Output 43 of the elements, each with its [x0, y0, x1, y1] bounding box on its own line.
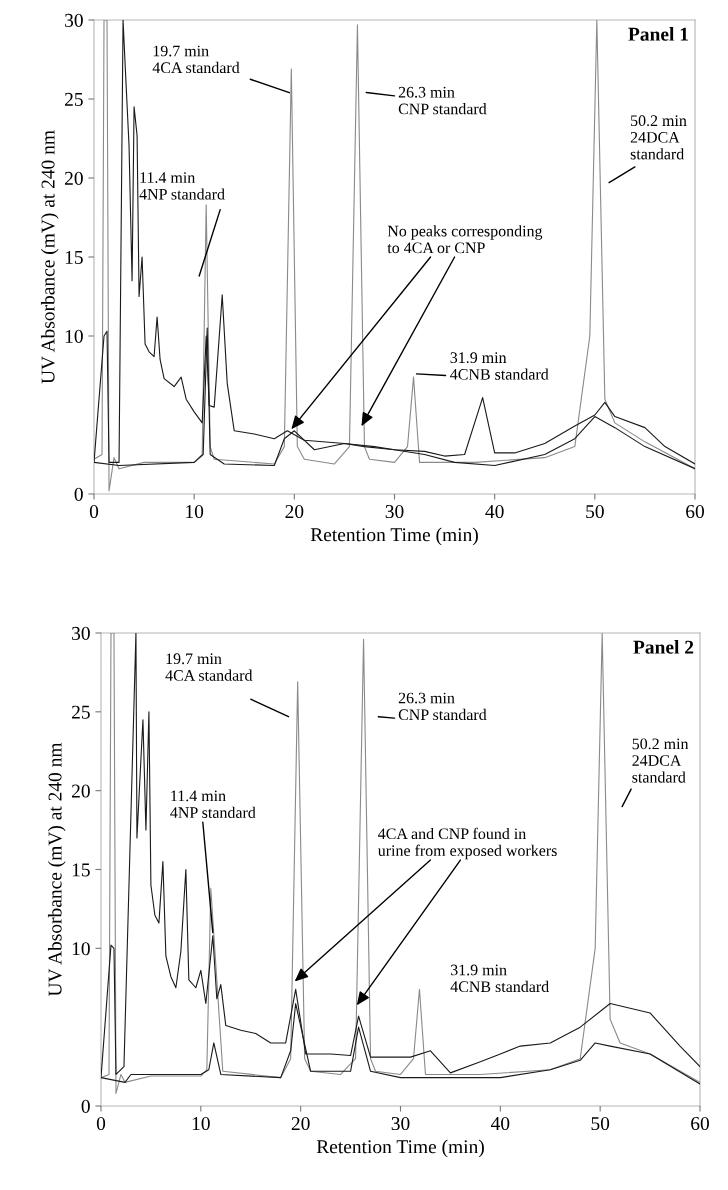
annotation: 19.7 min 4CA standard	[165, 653, 253, 681]
x-axis-title: Retention Time (min)	[316, 1139, 484, 1158]
x-tick-label: 40	[485, 504, 504, 519]
annotation: Panel 2	[633, 640, 694, 654]
x-tick-label: 0	[96, 1116, 106, 1131]
y-tick-label: 0	[74, 487, 83, 501]
x-tick-label: 30	[385, 504, 404, 519]
annotation: 50.2 min 24DCA standard	[630, 115, 687, 160]
y-tick-label: 10	[72, 942, 90, 956]
x-tick-label: 10	[186, 504, 204, 519]
annotation: 31.9 min 4CNB standard	[450, 964, 549, 993]
annotation: 4CA and CNP found in urine from exposed workers	[377, 827, 557, 860]
y-tick-label: 15	[72, 863, 90, 877]
y-axis-title: UV Absorbance (mV) at 240 nm	[40, 130, 59, 384]
annotation: 19.7 min 4CA standard	[152, 45, 240, 74]
y-tick-label: 15	[65, 250, 83, 264]
annotation: 26.3 min CNP standard	[398, 86, 487, 115]
x-tick-label: 50	[586, 504, 604, 519]
annotation: 26.3 min CNP standard	[398, 692, 487, 721]
x-tick-label: 60	[686, 504, 704, 519]
annotation: 31.9 min 4CNB standard	[450, 352, 549, 380]
y-tick-label: 20	[64, 171, 83, 185]
x-tick-label: 30	[391, 1116, 410, 1131]
y-tick-label: 0	[81, 1099, 90, 1113]
x-tick-label: 10	[192, 1116, 210, 1131]
x-tick-label: 20	[291, 1116, 310, 1131]
annotation: 50.2 min 24DCA standard	[632, 738, 689, 783]
annotation: No peaks corresponding to 4CA or CNP	[387, 225, 543, 254]
y-tick-label: 10	[65, 329, 83, 343]
x-tick-label: 40	[490, 1116, 510, 1131]
y-tick-label: 30	[65, 13, 83, 27]
annotation: 11.4 min 4NP standard	[170, 790, 256, 818]
y-tick-label: 30	[72, 626, 90, 640]
y-tick-label: 25	[71, 705, 90, 719]
y-tick-label: 25	[64, 92, 83, 106]
y-tick-label: 20	[71, 784, 90, 798]
annotation: 11.4 min 4NP standard	[139, 172, 225, 200]
x-tick-label: 50	[591, 1116, 610, 1131]
y-axis-title: UV Absorbance (mV) at 240 nm	[47, 742, 66, 997]
x-axis-title: Retention Time (min)	[310, 527, 478, 546]
x-tick-label: 60	[691, 1116, 709, 1131]
annotation: Panel 1	[628, 27, 688, 41]
x-tick-label: 20	[285, 504, 304, 519]
